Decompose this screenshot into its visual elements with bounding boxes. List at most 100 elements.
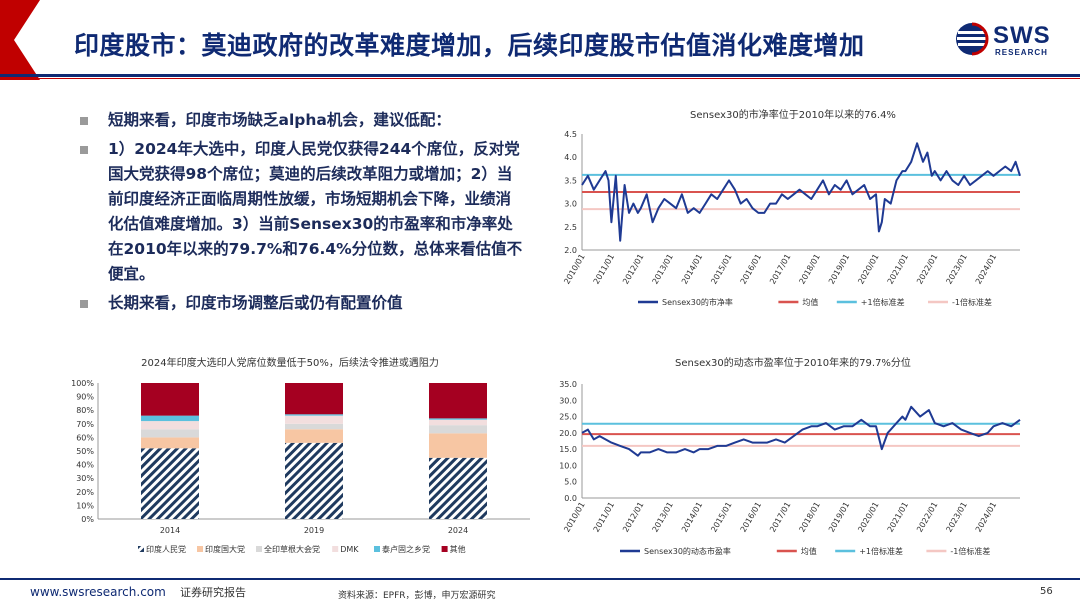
x-tick-label: 2012/01 <box>621 253 645 286</box>
y-tick-label: 3.5 <box>564 176 577 185</box>
x-tick-label: 2022/01 <box>915 501 939 534</box>
bar-segment <box>285 442 343 519</box>
header-divider-red <box>0 78 1080 79</box>
x-tick-label: 2011/01 <box>592 501 616 534</box>
legend-label: 均值 <box>802 297 818 307</box>
y-tick-label: 0.0 <box>564 494 577 503</box>
y-tick-label: 25.0 <box>559 413 577 422</box>
footer-source: 资料来源：EPFR，彭博，申万宏源研究 <box>338 591 496 601</box>
x-tick-label: 2014/01 <box>680 501 704 534</box>
x-tick-label: 2022/01 <box>915 253 939 286</box>
bar-segment <box>141 415 199 422</box>
legend-swatch <box>256 546 262 552</box>
series-line <box>581 142 1021 242</box>
legend-label: 均值 <box>801 546 817 556</box>
legend-swatch <box>374 546 380 552</box>
legend-label: Sensex30的市净率 <box>662 297 733 307</box>
legend-label: DMK <box>340 545 359 554</box>
legend-label: 印度国大党 <box>205 544 245 554</box>
y-tick-label: 50% <box>76 447 94 456</box>
bullet-list: 短期来看，印度市场缺乏alpha机会，建议低配： 1）2024年大选中，印度人民… <box>78 108 526 320</box>
x-tick-label: 2024/01 <box>974 501 998 534</box>
bar-segment <box>285 414 343 416</box>
bar-segment <box>285 415 343 424</box>
bullet-item: 短期来看，印度市场缺乏alpha机会，建议低配： <box>78 108 526 133</box>
bar-segment <box>285 429 343 443</box>
x-tick-label: 2017/01 <box>768 252 792 285</box>
bar-segment <box>285 383 343 415</box>
x-tick-label: 2011/01 <box>592 253 616 286</box>
legend-label: Sensex30的动态市盈率 <box>644 546 731 556</box>
bullet-square-icon <box>80 117 88 125</box>
x-tick-label: 2010/01 <box>562 501 586 534</box>
bar-segment <box>429 433 487 458</box>
y-tick-label: 2.0 <box>564 246 577 255</box>
x-tick-label: 2014 <box>160 526 180 535</box>
y-tick-label: 100% <box>71 379 94 388</box>
y-tick-label: 4.5 <box>564 130 577 139</box>
x-tick-label: 2024/01 <box>974 253 998 286</box>
y-tick-label: 15.0 <box>559 445 577 454</box>
y-tick-label: 4.0 <box>564 153 577 162</box>
y-tick-label: 60% <box>76 433 94 442</box>
footer-doc-type: 证券研究报告 <box>180 586 246 599</box>
bar-segment <box>285 423 343 430</box>
x-tick-label: 2016/01 <box>739 501 763 534</box>
bullet-text: 短期来看，印度市场缺乏alpha机会，建议低配： <box>108 111 451 129</box>
page-number: 56 <box>1040 586 1053 597</box>
y-tick-label: 10% <box>76 501 94 510</box>
x-tick-label: 2018/01 <box>797 253 821 286</box>
x-tick-label: 2023/01 <box>944 501 968 534</box>
chart-title: Sensex30的市净率位于2010年以来的76.4% <box>690 110 896 121</box>
y-tick-label: 40% <box>76 461 94 470</box>
y-tick-label: 0% <box>81 515 94 524</box>
bar-segment <box>141 448 199 519</box>
y-tick-label: 70% <box>76 420 94 429</box>
legend-label: 印度人民党 <box>146 544 186 554</box>
x-tick-label: 2024 <box>448 526 468 535</box>
bullet-square-icon <box>80 146 88 154</box>
legend-swatch <box>197 546 203 552</box>
bullet-square-icon <box>80 300 88 308</box>
legend-swatch <box>441 546 448 552</box>
chart-title: 2024年印度大选印人党席位数量低于50%，后续法令推进或遇阻力 <box>141 358 439 369</box>
y-tick-label: 30% <box>76 474 94 483</box>
bar-segment <box>141 429 199 438</box>
legend-swatch <box>138 546 144 552</box>
y-tick-label: 10.0 <box>559 461 577 470</box>
chart-title: Sensex30的动态市盈率位于2010年来的79.7%分位 <box>675 358 911 369</box>
x-tick-label: 2016/01 <box>739 253 763 286</box>
seats-chart-svg: 0% 10% 20% 30% 40% 50% 60% 70% 80% 90% 100% 2014 201… <box>71 379 530 554</box>
bar-segment <box>429 418 487 420</box>
legend-label: 其他 <box>450 544 466 554</box>
pb-chart: Sensex30的市净率位于2010年以来的76.4% 2.0 2.5 3.0 3.5… <box>548 100 1038 315</box>
bullet-text: 1）2024年大选中，印度人民党仅获得244个席位，反对党国大党获得98个席位；… <box>108 140 523 283</box>
header-band <box>0 0 1080 80</box>
bar-segment <box>429 425 487 434</box>
x-tick-label: 2019 <box>304 526 324 535</box>
x-tick-label: 2020/01 <box>856 501 880 534</box>
bar-segment <box>429 457 487 519</box>
x-tick-label: 2021/01 <box>886 253 910 286</box>
bullet-item: 长期来看，印度市场调整后或仍有配置价值 <box>78 291 526 316</box>
legend-label: +1倍标准差 <box>861 297 905 307</box>
header-red-accent <box>0 0 40 80</box>
x-tick-label: 2017/01 <box>768 501 792 534</box>
x-tick-label: 2018/01 <box>797 501 821 534</box>
footer-site-link[interactable]: www.swsresearch.com <box>30 585 166 599</box>
bar-segment <box>141 383 199 416</box>
legend-label: -1倍标准差 <box>950 546 990 556</box>
header-divider <box>0 74 1080 77</box>
bar-segment <box>141 437 199 449</box>
legend-label: -1倍标准差 <box>952 297 992 307</box>
footer-divider <box>0 578 1080 580</box>
x-tick-label: 2020/01 <box>856 253 880 286</box>
series-line <box>581 405 1021 457</box>
logo-subtext: RESEARCH <box>995 48 1048 57</box>
legend-label: 泰卢固之乡党 <box>382 544 430 554</box>
bullet-text: 长期来看，印度市场调整后或仍有配置价值 <box>108 294 403 312</box>
bar-segment <box>429 419 487 426</box>
y-tick-label: 3.0 <box>564 200 577 209</box>
